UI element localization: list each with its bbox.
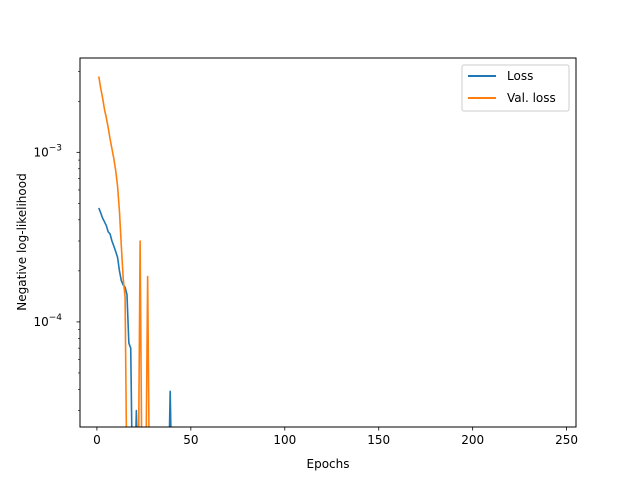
legend: Loss Val. loss [461,64,570,112]
x-tick-label: 200 [461,433,484,447]
y-axis-title: Negative log-likelihood [15,173,29,310]
series-line-0 [98,207,172,427]
legend-label-val-loss: Val. loss [507,91,556,105]
x-axis-title: Epochs [307,457,350,471]
series-line-1 [98,76,150,427]
plot-area-frame [79,57,577,428]
x-axis: 0 50 100 150 200 250 [93,427,578,447]
legend-label-loss: Loss [507,69,533,83]
x-tick-label: 150 [367,433,390,447]
x-tick-label: 100 [273,433,296,447]
x-tick-label: 50 [183,433,198,447]
series-layer [98,76,172,427]
x-tick-label: 250 [555,433,578,447]
x-tick-label: 0 [93,433,101,447]
